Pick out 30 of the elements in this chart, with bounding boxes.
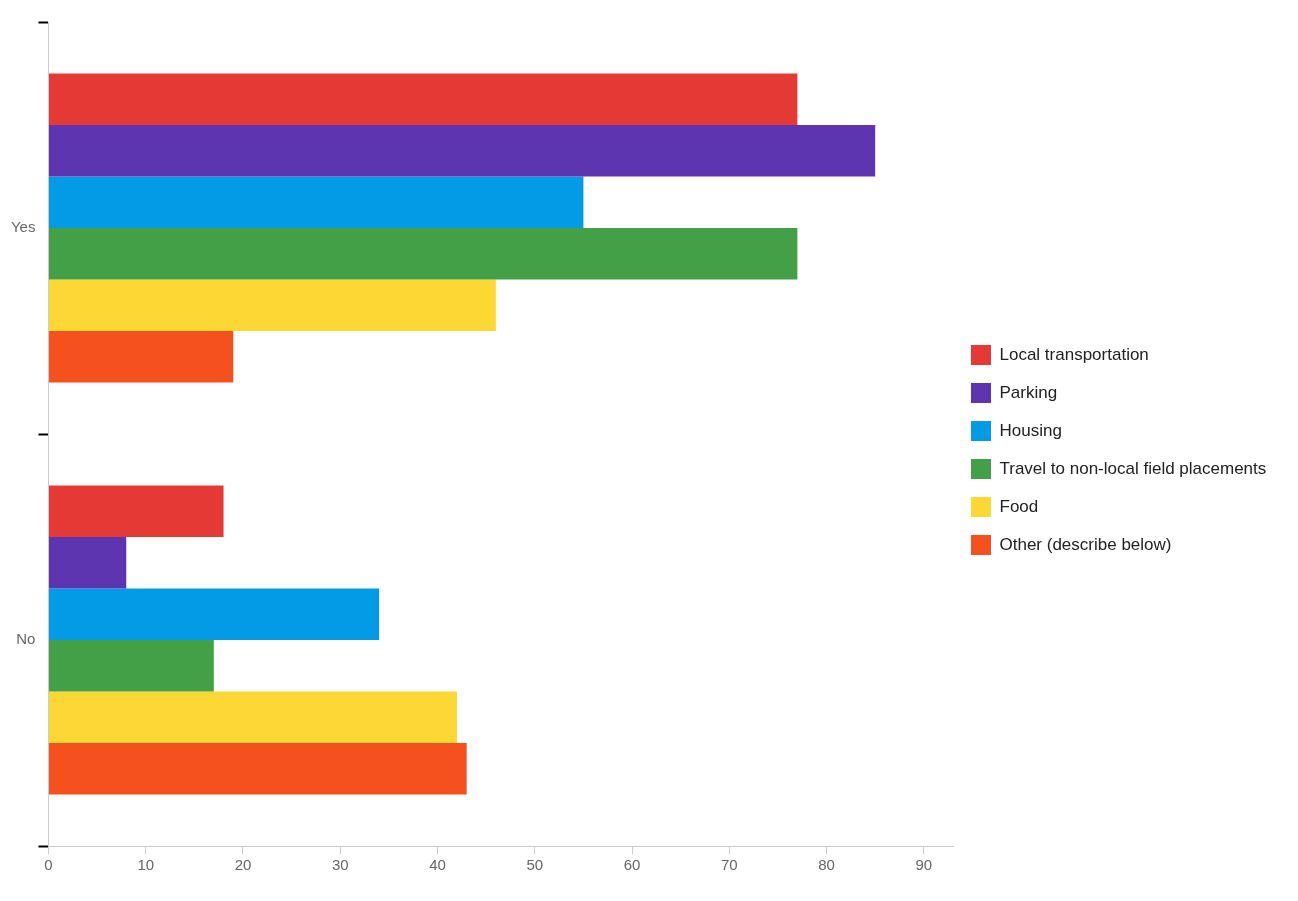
bar	[48, 331, 234, 383]
bar	[48, 176, 584, 228]
bar	[48, 537, 127, 589]
y-tick-label: Yes	[10, 218, 36, 236]
x-tick-label: 70	[720, 856, 738, 874]
x-tick-label: 30	[331, 856, 349, 874]
x-tick-label: 20	[234, 856, 252, 874]
bar	[48, 640, 214, 692]
legend-label: Parking	[999, 382, 1058, 402]
x-tick-label: 60	[623, 856, 641, 874]
bar	[48, 73, 798, 125]
bar	[48, 279, 496, 331]
legend-label: Housing	[999, 420, 1062, 440]
legend-label: Food	[999, 496, 1039, 516]
bar	[48, 485, 224, 537]
bar	[48, 691, 457, 743]
bar	[48, 743, 467, 795]
y-tick-label: No	[16, 630, 36, 648]
bar	[48, 588, 380, 640]
bar	[48, 228, 798, 280]
x-tick-label: 90	[915, 856, 933, 874]
x-tick-label: 50	[526, 856, 544, 874]
x-tick-label: 40	[429, 856, 446, 874]
bar	[48, 125, 876, 177]
legend-label: Other (describe below)	[999, 534, 1172, 554]
legend-label: Travel to non-local field placements	[999, 458, 1267, 478]
x-tick-label: 10	[137, 856, 155, 874]
x-tick-label: 0	[44, 856, 53, 874]
legend-label: Local transportation	[999, 344, 1149, 364]
x-tick-label: 80	[818, 856, 835, 874]
